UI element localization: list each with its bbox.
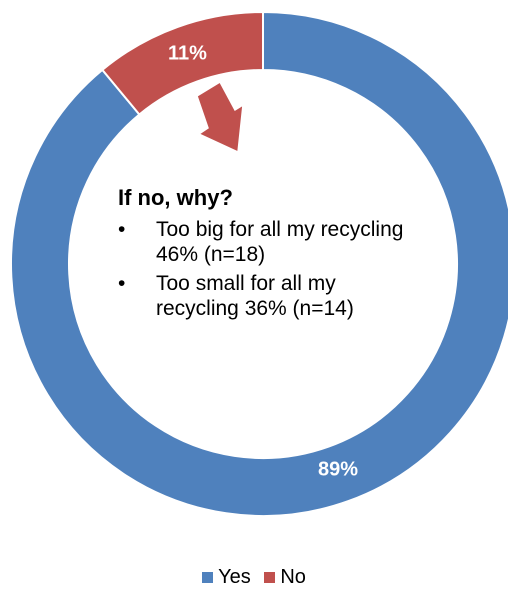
legend-label-no: No — [280, 566, 306, 588]
annotation-box: If no, why? • Too big for all my recyclin… — [118, 185, 418, 325]
data-label-yes: 89% — [318, 458, 358, 480]
data-label-no: 11% — [168, 42, 207, 64]
legend-swatch-yes — [202, 572, 214, 583]
annotation-arrow — [196, 80, 244, 154]
bullet-icon: • — [118, 218, 126, 241]
reason-item: • Too big for all my recycling 46% (n=18) — [118, 217, 418, 267]
reason-text: Too big for all my recycling 46% (n=18) — [156, 218, 404, 266]
slice-yes — [10, 10, 508, 517]
legend-item-no: No — [264, 566, 306, 589]
legend-item-yes: Yes — [202, 566, 251, 589]
legend-label-yes: Yes — [218, 566, 251, 588]
legend-swatch-no — [264, 572, 276, 583]
slice-no — [100, 10, 264, 116]
reason-item: • Too small for all my recycling 36% (n=1… — [118, 271, 418, 321]
reason-text: Too small for all my recycling 36% (n=14… — [156, 272, 354, 320]
reason-list: • Too big for all my recycling 46% (n=18)… — [118, 217, 418, 321]
legend: Yes No — [0, 566, 508, 589]
bullet-icon: • — [118, 272, 126, 295]
annotation-title: If no, why? — [118, 185, 233, 210]
